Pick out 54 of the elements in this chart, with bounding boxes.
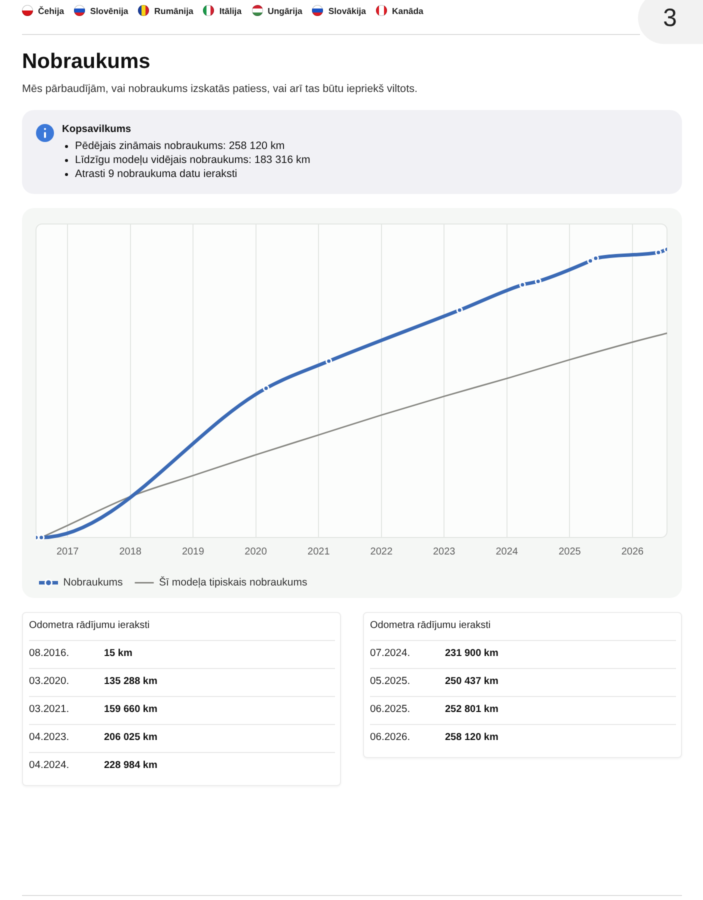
text: 06.2026. <box>370 731 410 745</box>
text: 03.2020. <box>29 675 70 689</box>
text: 231 900 km <box>445 647 498 661</box>
text: Odometra rādījumu ieraksti <box>370 619 491 633</box>
x-tick-label: 2023 <box>432 546 456 558</box>
legend-label: Nobraukums <box>63 576 123 589</box>
text: 07.2024. <box>370 647 410 661</box>
text: Līdzīgu modeļu vidējais nobraukums: 183 316 km <box>75 153 310 167</box>
text: Itālija <box>219 6 242 16</box>
text: 05.2025. <box>370 675 410 689</box>
text: Pēdējais zināmais nobraukums: 258 120 km <box>75 139 285 153</box>
point <box>262 384 270 392</box>
text: 135 288 km <box>104 675 158 689</box>
x-tick-label: 2024 <box>496 546 518 558</box>
legend-label: Šī modeļa tipiskais nobraukums <box>159 576 308 589</box>
point <box>456 306 463 314</box>
x-tick-label: 2018 <box>119 546 142 558</box>
text: Kopsavilkums <box>62 123 132 137</box>
text: 206 025 km <box>104 731 158 745</box>
x-tick-label: 2022 <box>370 546 393 558</box>
x-tick-label: 2026 <box>621 546 644 558</box>
chart-title: Nobraukums <box>22 49 150 75</box>
text: Rumānija <box>154 6 194 16</box>
text: 3 <box>662 3 678 33</box>
point <box>655 249 662 256</box>
chart-subtitle: Mēs pārbaudījām, vai nobraukums izskatās patiess, vai arī tas būtu iepriekš viltots. <box>22 82 418 96</box>
x-tick-label: 2025 <box>558 546 582 558</box>
text: Slovēnija <box>90 6 128 16</box>
text: 04.2023. <box>29 731 70 745</box>
text: 250 437 km <box>445 675 498 689</box>
text: 04.2024. <box>29 759 70 773</box>
text: 252 801 km <box>445 703 498 717</box>
point <box>534 278 542 285</box>
text: Kanāda <box>392 6 424 16</box>
text: Ungārija <box>268 6 302 16</box>
text: 258 120 km <box>445 731 498 745</box>
text: 03.2021. <box>29 703 70 717</box>
x-tick-label: 2020 <box>244 546 268 558</box>
text: 228 984 km <box>104 759 158 773</box>
text: Odometra rādījumu ieraksti <box>29 619 150 633</box>
text: Čehija <box>38 6 64 16</box>
text: 159 660 km <box>104 703 158 717</box>
point <box>519 282 526 288</box>
x-tick-label: 2021 <box>308 546 330 558</box>
text: 08.2016. <box>29 647 70 661</box>
point <box>326 358 332 364</box>
x-tick-label: 2017 <box>56 546 80 558</box>
text: Atrasti 9 nobraukuma datu ieraksti <box>75 167 238 181</box>
x-tick-label: 2019 <box>182 546 205 558</box>
text: 06.2025. <box>370 703 410 717</box>
text: Slovākija <box>328 6 366 16</box>
text: 15 km <box>104 647 132 661</box>
point <box>587 258 594 264</box>
point <box>592 255 599 262</box>
